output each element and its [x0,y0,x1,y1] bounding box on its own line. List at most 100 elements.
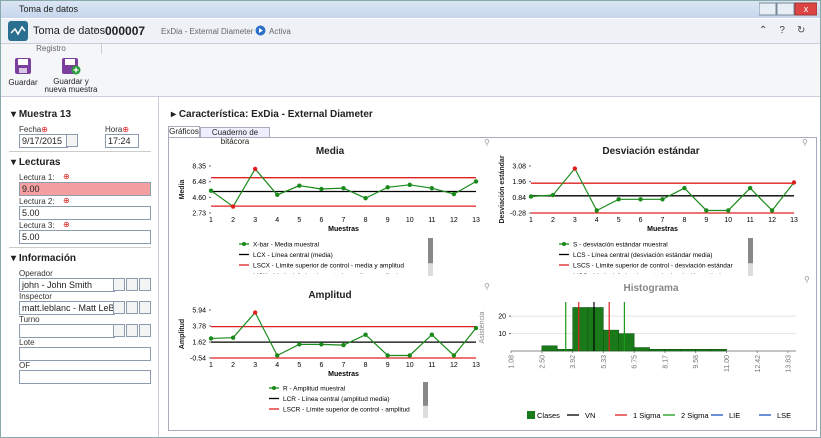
required-mark: ⊕ [63,196,70,205]
x-tick-label: 4 [275,217,279,224]
required-mark: ⊕ [63,220,70,229]
data-point [385,185,390,190]
lookup-button[interactable] [126,324,138,337]
x-tick-label: 9.58 [693,355,700,369]
date-input[interactable]: 9/17/2015 [19,134,68,148]
x-tick-label: 7 [342,217,346,224]
data-point [769,208,775,213]
data-point [208,188,214,193]
breadcrumb-separator: › [94,24,98,36]
x-tick-label: 2.50 [539,355,546,369]
x-tick-label: 4 [275,362,279,369]
histogram-bar [618,333,635,352]
histogram-bar [695,349,712,352]
y-tick-label: -0.28 [510,211,526,218]
x-tick-label: 13 [790,217,798,224]
data-point [297,183,302,188]
legend-scroll-thumb [423,382,428,406]
histogram-bar [541,345,558,352]
histogram-bar [664,349,681,352]
save-icon[interactable] [14,57,32,75]
header-actions[interactable]: ⌃?↻ [759,25,818,36]
lookup-button[interactable] [113,324,125,337]
data-point [572,166,578,171]
svg-text:x: x [804,4,809,14]
x-tick-label: 7 [661,217,665,224]
lookup-button[interactable] [139,324,151,337]
save-new-button[interactable]: Guardar y nueva muestra [44,77,98,94]
calendar-button[interactable] [66,134,78,147]
x-tick-label: 10 [406,362,414,369]
legend-label: S - desviación estándar muestral [573,242,668,249]
data-point [341,185,346,191]
data-point [594,208,599,213]
zoom-icon: ⚲ [484,138,490,147]
x-tick-label: 2 [551,217,555,224]
field-input[interactable] [19,324,115,338]
y-tick-label: 2.73 [192,211,206,218]
tab[interactable]: Gráficos [168,126,200,137]
x-tick-label: 9 [386,217,390,224]
reading-label: Lectura 2: [19,197,55,206]
data-point [252,166,258,172]
field-input[interactable]: matt.leblanc - Matt LeBlanc [19,301,115,315]
y-tick-label: 8.35 [192,164,206,171]
reading-label: Lectura 1: [19,173,55,182]
y-axis-label: Desviación estándar [499,155,506,223]
data-point [550,192,556,198]
tab[interactable]: Cuaderno de bitácora [200,127,270,146]
legend-swatch [527,411,535,419]
x-tick-label: 3.92 [570,355,577,369]
readings-title-text: Lecturas [18,157,61,168]
chart-title: Desviación estándar [602,146,699,157]
lookup-button[interactable] [113,301,125,314]
data-point [747,185,753,191]
lookup-button[interactable] [139,301,151,314]
legend: S - desviación estándar muestral LCS - Lí… [559,242,734,274]
lookup-button[interactable] [126,278,138,291]
x-tick-label: 5 [297,362,301,369]
reading-input[interactable]: 9.00 [19,182,151,196]
y-tick-label: 1.62 [192,340,206,347]
x-axis-label: Muestras [647,226,678,233]
legend-label: LICR - Límite inferior de control - ampl… [283,417,404,424]
date-label-text: Fecha [19,125,42,134]
app-icon [8,21,28,41]
legend-scroll-thumb [748,238,753,264]
data-point [451,191,457,197]
y-tick-label: 4.60 [192,195,206,202]
data-point [385,353,390,358]
lookup-button[interactable] [126,301,138,314]
field-label: Lote [19,338,35,347]
x-tick-label: 13.83 [785,355,792,373]
zoom-icon: ⚲ [804,275,810,284]
y-axis-label: Asistencia [479,311,486,343]
reading-input[interactable]: 5.00 [19,206,151,220]
lookup-button[interactable] [139,278,151,291]
field-input[interactable]: john - John Smith [19,278,115,292]
lookup-button[interactable] [113,278,125,291]
x-tick-label: 7 [342,362,346,369]
required-mark: ⊕ [63,172,70,181]
data-point [791,180,797,185]
window-title: Toma de datos [19,4,79,14]
reading-input[interactable]: 5.00 [19,230,151,244]
save-new-icon[interactable] [61,57,81,75]
legend-label: LCR - Línea central (amplitud media) [283,396,390,403]
divider [9,151,151,152]
time-input[interactable]: 17:24 [105,134,139,148]
status-icon [255,25,266,36]
data-point [252,310,258,315]
data-point [473,325,479,331]
x-axis-label: Muestras [328,226,359,233]
data-point [528,194,534,199]
y-tick-label: 3.78 [192,324,206,331]
field-input[interactable] [19,347,151,361]
save-button[interactable]: Guardar [8,78,38,87]
y-tick-label: 5.94 [192,308,206,315]
field-label: Inspector [19,292,52,301]
field-input[interactable] [19,370,151,384]
x-tick-label: 10 [724,217,732,224]
legend-label: VN [585,411,595,420]
field-label: Turno [19,315,40,324]
